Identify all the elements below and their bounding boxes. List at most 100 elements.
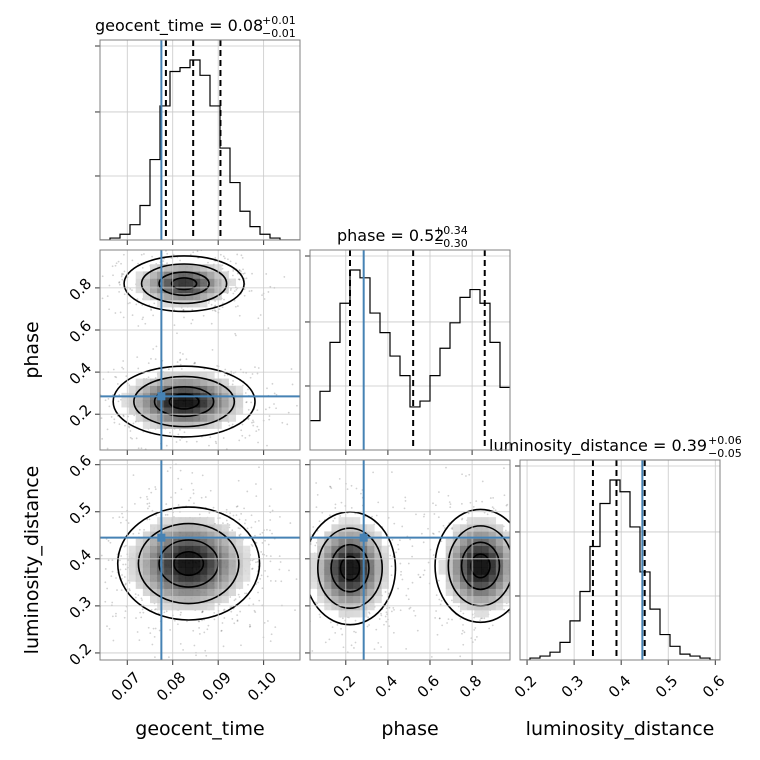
density-cell	[185, 292, 194, 301]
scatter-point	[195, 654, 197, 657]
scatter-point	[242, 268, 244, 271]
density-cell	[474, 517, 482, 525]
density-cell	[150, 595, 158, 604]
scatter-point	[503, 494, 506, 497]
contour-line	[112, 365, 256, 438]
density-cell	[331, 552, 339, 561]
density-cell	[367, 524, 375, 532]
scatter-point	[432, 502, 434, 505]
scatter-point	[460, 502, 463, 505]
truth-marker	[359, 533, 368, 542]
density-cell	[142, 378, 151, 387]
density-cell	[185, 407, 194, 415]
density-cell	[192, 560, 201, 568]
density-cell	[495, 588, 504, 597]
scatter-point	[131, 445, 133, 447]
scatter-point	[101, 437, 104, 440]
scatter-point	[269, 488, 272, 490]
scatter-point	[319, 616, 322, 619]
density-cell	[474, 595, 482, 604]
scatter-point	[84, 398, 86, 400]
scatter-point	[546, 578, 548, 580]
density-cell	[171, 400, 179, 408]
scatter-point	[271, 382, 274, 385]
density-cell	[345, 574, 354, 582]
scatter-point	[182, 353, 184, 355]
scatter-point	[544, 581, 546, 583]
density-cell	[221, 595, 229, 604]
scatter-point	[315, 506, 318, 509]
scatter-point	[274, 580, 277, 582]
scatter-point	[511, 602, 513, 604]
density-cell	[221, 278, 229, 287]
scatter-point	[307, 622, 309, 624]
scatter-point	[328, 514, 331, 517]
density-cell	[164, 552, 172, 561]
scatter-point	[222, 522, 224, 525]
scatter-point	[251, 421, 253, 424]
scatter-point	[248, 623, 251, 626]
scatter-point	[433, 513, 436, 515]
density-cell	[178, 264, 187, 272]
density-cell	[474, 588, 482, 597]
scatter-point	[223, 257, 226, 260]
scatter-point	[307, 571, 309, 573]
density-cell	[207, 292, 215, 301]
scatter-point	[125, 375, 128, 378]
density-cell	[228, 414, 237, 422]
density-cell	[228, 574, 237, 582]
scatter-point	[491, 624, 494, 627]
density-cell	[467, 581, 475, 589]
density-cell	[192, 545, 201, 554]
scatter-point	[104, 568, 107, 570]
contour-line	[116, 506, 261, 621]
scatter-point	[432, 533, 435, 535]
scatter-point	[536, 613, 538, 615]
density-cell	[438, 567, 447, 575]
scatter-point	[409, 606, 412, 609]
scatter-point	[510, 600, 512, 602]
scatter-point	[342, 646, 345, 649]
density-cell	[228, 552, 237, 561]
density-cell	[345, 517, 354, 525]
scatter-point	[350, 506, 353, 509]
scatter-point	[183, 431, 186, 434]
scatter-point	[214, 310, 217, 313]
scatter-point	[239, 527, 241, 530]
density-cell	[331, 560, 339, 568]
density-cell	[228, 560, 237, 568]
scatter-point	[208, 444, 210, 447]
scatter-point	[250, 514, 253, 517]
scatter-point	[147, 626, 150, 629]
scatter-point	[435, 610, 438, 612]
scatter-point	[383, 623, 385, 626]
density-cell	[352, 581, 361, 589]
scatter-point	[407, 598, 410, 601]
density-cell	[324, 595, 332, 604]
density-cell	[178, 560, 187, 568]
scatter-point	[221, 264, 224, 267]
scatter-point	[558, 629, 560, 631]
density-cell	[381, 574, 389, 582]
density-cell	[460, 531, 468, 539]
scatter-point	[274, 626, 277, 629]
scatter-point	[373, 648, 376, 651]
scatter-point	[207, 261, 209, 264]
scatter-point	[121, 272, 123, 275]
scatter-point	[533, 550, 535, 552]
density-cell	[178, 292, 187, 301]
scatter-point	[260, 574, 263, 577]
scatter-point	[154, 486, 157, 488]
density-cell	[310, 552, 318, 561]
scatter-point	[153, 302, 156, 305]
scatter-point	[223, 608, 226, 611]
scatter-point	[481, 480, 484, 483]
density-cell	[352, 610, 361, 618]
density-cell	[171, 285, 179, 294]
scatter-point	[512, 580, 514, 582]
scatter-point	[400, 573, 402, 576]
scatter-point	[448, 501, 451, 504]
density-cell	[178, 278, 187, 287]
contour-line	[140, 263, 228, 305]
scatter-point	[377, 642, 380, 644]
